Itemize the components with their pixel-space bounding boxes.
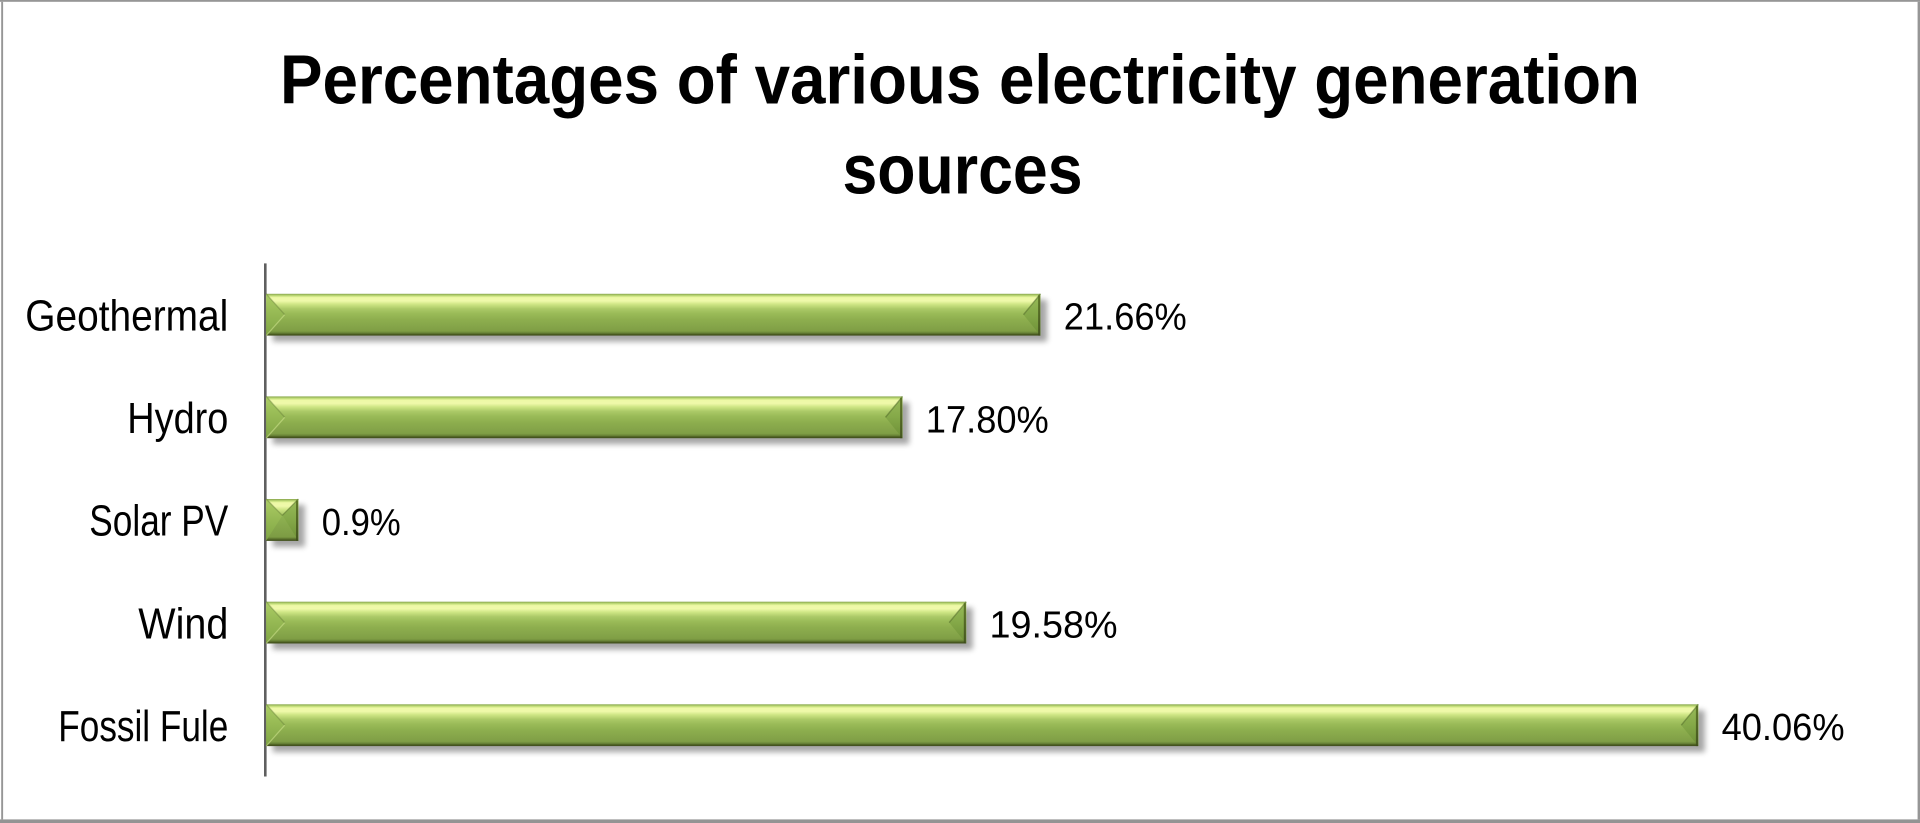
- svg-text:Wind: Wind: [138, 599, 228, 648]
- svg-text:40.06%: 40.06%: [1722, 706, 1845, 749]
- svg-text:19.58%: 19.58%: [990, 604, 1118, 647]
- svg-text:Fossil Fule: Fossil Fule: [58, 702, 228, 751]
- svg-text:Geothermal: Geothermal: [25, 291, 228, 340]
- svg-text:0.9%: 0.9%: [322, 501, 401, 544]
- svg-text:sources: sources: [843, 131, 1083, 209]
- svg-text:Solar PV: Solar PV: [89, 497, 229, 546]
- svg-text:Hydro: Hydro: [127, 394, 228, 443]
- svg-text:17.80%: 17.80%: [926, 398, 1049, 441]
- svg-text:21.66%: 21.66%: [1064, 296, 1187, 339]
- svg-text:Percentages of various electri: Percentages of various electricity gener…: [280, 41, 1640, 119]
